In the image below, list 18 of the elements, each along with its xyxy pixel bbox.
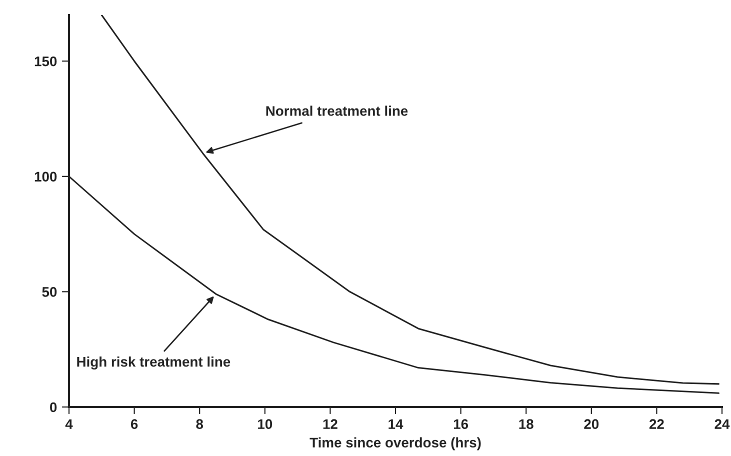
annotation: High risk treatment line — [77, 356, 230, 370]
x-tick-label: 12 — [323, 419, 338, 429]
x-tick-label: 14 — [388, 419, 404, 429]
x-tick-label: 20 — [584, 419, 599, 430]
x-axis-title: Time since overdose (hrs) — [310, 437, 481, 450]
x-tick-label: 4 — [65, 419, 73, 429]
y-tick-label: 0 — [50, 402, 57, 412]
y-tick-label: 100 — [34, 172, 57, 182]
x-tick-label: 22 — [649, 419, 664, 429]
x-tick-label: 18 — [519, 419, 534, 430]
x-tick-label: 24 — [714, 419, 730, 429]
x-tick-label: 6 — [130, 419, 138, 430]
x-tick-label: 10 — [258, 419, 272, 430]
x-tick-label: 8 — [196, 419, 204, 430]
y-tick-label: 150 — [34, 56, 57, 66]
y-tick-label: 50 — [42, 287, 57, 297]
x-tick-label: 16 — [454, 419, 468, 430]
annotation: Normal treatment line — [266, 106, 408, 116]
